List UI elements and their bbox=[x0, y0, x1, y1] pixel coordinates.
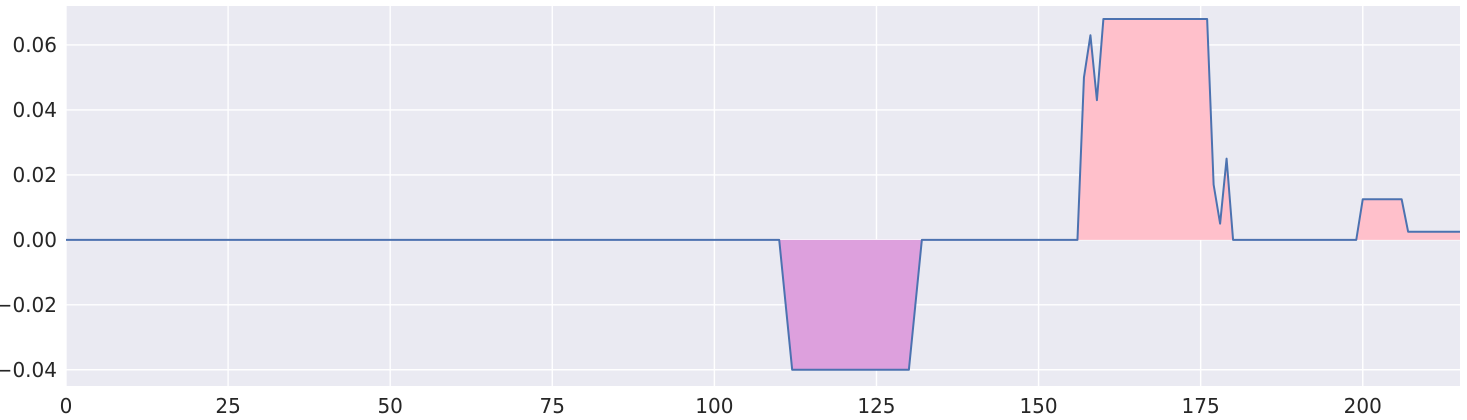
x-tick-label: 75 bbox=[540, 394, 565, 418]
data-point bbox=[1206, 18, 1208, 20]
data-point bbox=[1459, 231, 1461, 233]
series-line bbox=[66, 17, 1460, 371]
data-point bbox=[1362, 198, 1364, 200]
data-point bbox=[1089, 34, 1091, 36]
data-point bbox=[778, 239, 780, 241]
line-layer bbox=[65, 17, 1461, 371]
data-point bbox=[791, 369, 793, 371]
x-tick-label: 25 bbox=[215, 394, 240, 418]
data-point bbox=[908, 369, 910, 371]
fill-layer bbox=[66, 18, 1460, 370]
y-tick-label: −0.02 bbox=[0, 293, 57, 317]
data-point bbox=[1076, 239, 1078, 241]
x-tick-label: 0 bbox=[60, 394, 73, 418]
data-point bbox=[1407, 231, 1409, 233]
x-tick-label: 150 bbox=[1019, 394, 1057, 418]
y-tick-label: 0.06 bbox=[12, 33, 57, 57]
data-point bbox=[1401, 198, 1403, 200]
data-point bbox=[1232, 239, 1234, 241]
x-tick-label: 175 bbox=[1182, 394, 1220, 418]
x-tick-label: 100 bbox=[695, 394, 733, 418]
data-point bbox=[1226, 158, 1228, 160]
data-point bbox=[1219, 223, 1221, 225]
x-tick-label: 125 bbox=[857, 394, 895, 418]
data-point bbox=[1096, 99, 1098, 101]
x-tick-label: 50 bbox=[377, 394, 402, 418]
y-tick-label: −0.04 bbox=[0, 358, 57, 382]
data-point bbox=[1102, 18, 1104, 20]
data-point bbox=[1355, 239, 1357, 241]
plot-background bbox=[66, 6, 1460, 386]
y-tick-label: 0.02 bbox=[12, 163, 57, 187]
data-point bbox=[921, 239, 923, 241]
tick-layer: 0 25 50 75 100 125 150 175 200 −0.04 −0.02 0.00 0.02… bbox=[0, 33, 1382, 418]
data-point bbox=[1083, 76, 1085, 78]
data-point bbox=[1213, 184, 1215, 186]
y-tick-label: 0.04 bbox=[12, 98, 57, 122]
x-tick-label: 200 bbox=[1344, 394, 1382, 418]
data-point bbox=[65, 239, 67, 241]
y-tick-label: 0.00 bbox=[12, 228, 57, 252]
positive-area bbox=[66, 18, 1460, 240]
